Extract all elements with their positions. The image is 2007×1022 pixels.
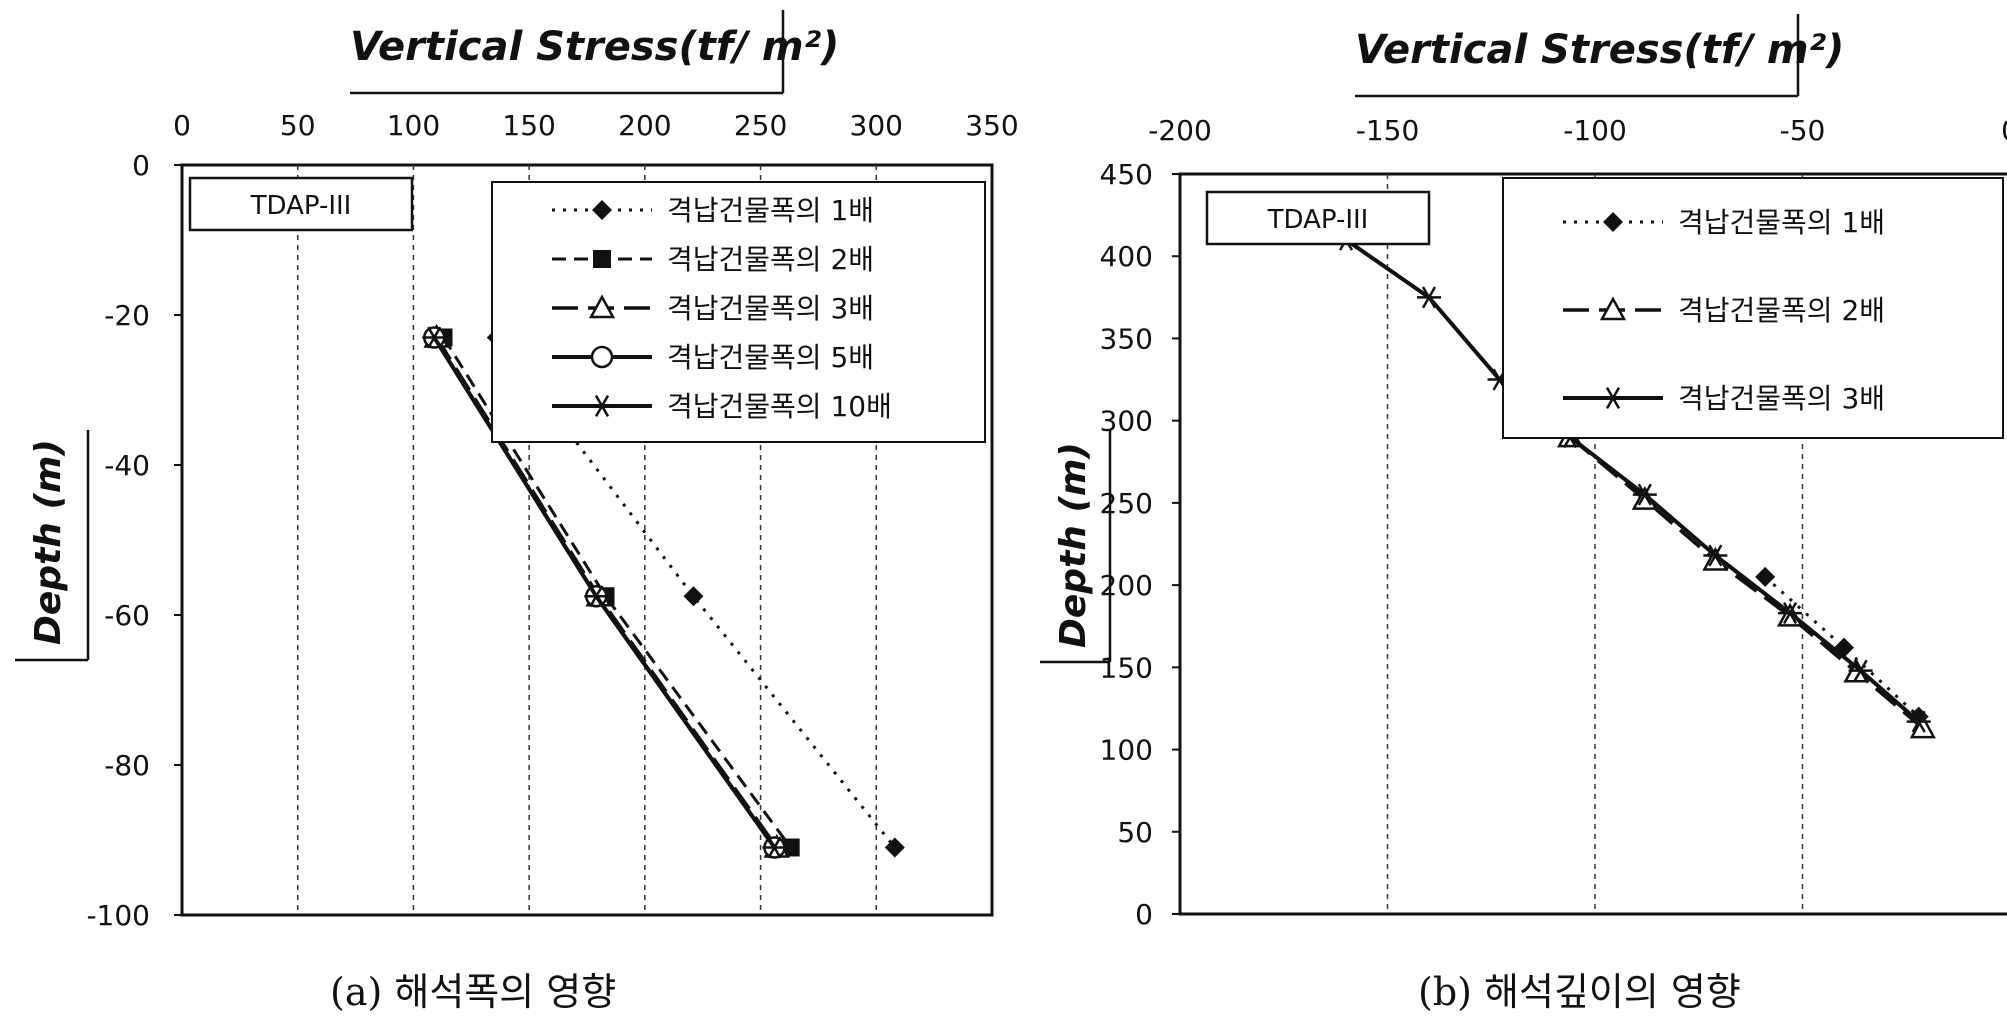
legend-label-2: 격납건물폭의 2배 xyxy=(667,243,874,276)
y-tick-label: 150 xyxy=(1100,651,1153,684)
chart-panel-a: Vertical Stress(tf/ m²) 0 50 100 150 200 250 3… xyxy=(15,10,1019,1014)
legend-label-1: 격납건물폭의 1배 xyxy=(667,194,874,227)
y-tick-label: 0 xyxy=(1135,898,1153,931)
legend-label-4: 격납건물폭의 5배 xyxy=(667,341,874,374)
x-tick-label: 0 xyxy=(2001,114,2007,147)
y-tick-label: -100 xyxy=(86,899,150,932)
chart-a-x-tick-labels: 0 50 100 150 200 250 300 350 xyxy=(173,109,1019,142)
series-line-1 xyxy=(495,336,896,849)
series-1-point xyxy=(1755,566,1776,587)
chart-a-caption: (a) 해석폭의 영향 xyxy=(330,970,616,1014)
x-tick-label: 250 xyxy=(734,109,787,142)
legend-marker-2 xyxy=(1599,296,1627,321)
y-tick-label: 400 xyxy=(1100,240,1153,273)
series-3-point xyxy=(1778,602,1803,625)
series-1-point xyxy=(884,837,905,858)
chart-a-ylabel-group: Depth (m) xyxy=(15,430,90,662)
series-3-point xyxy=(1703,544,1728,567)
x-tick-label: -50 xyxy=(1780,114,1826,147)
chart-a-ylabel: Depth (m) xyxy=(28,439,69,645)
chart-b-title-box: Vertical Stress(tf/ m²) xyxy=(1355,14,1844,98)
chart-b-caption: (b) 해석깊이의 영향 xyxy=(1418,970,1741,1014)
y-tick-label: -40 xyxy=(104,449,150,482)
series-5-point xyxy=(762,836,787,859)
x-tick-label: -150 xyxy=(1356,114,1420,147)
chart-b-title: Vertical Stress(tf/ m²) xyxy=(1355,27,1844,73)
chart-a-title: Vertical Stress(tf/ m²) xyxy=(350,24,839,70)
series-3-point xyxy=(1906,710,1931,733)
legend-label-3: 격납건물폭의 3배 xyxy=(667,292,874,325)
legend-marker-2 xyxy=(593,250,611,268)
chart-b-ylabel: Depth (m) xyxy=(1053,442,1094,648)
chart-b-ylabel-group: Depth (m) xyxy=(1040,430,1112,664)
series-5-point xyxy=(422,326,447,349)
x-tick-label: -200 xyxy=(1148,114,1212,147)
y-tick-label: -80 xyxy=(104,749,150,782)
x-tick-label: -100 xyxy=(1563,114,1627,147)
x-tick-label: 0 xyxy=(173,109,191,142)
chart-a-y-tick-labels: 0 -20 -40 -60 -80 -100 xyxy=(86,149,182,932)
y-tick-label: 350 xyxy=(1100,322,1153,355)
chart-a-box-label-text: TDAP-III xyxy=(250,191,352,221)
chart-b-box-label-text: TDAP-III xyxy=(1267,205,1369,235)
legend-marker-3 xyxy=(1601,386,1625,410)
y-tick-label: 0 xyxy=(132,149,150,182)
chart-a-title-box: Vertical Stress(tf/ m²) xyxy=(350,10,839,95)
x-tick-label: 300 xyxy=(850,109,903,142)
legend-marker-5 xyxy=(590,394,614,418)
chart-b-box-label: TDAP-III xyxy=(1205,190,1431,246)
legend-label-5: 격납건물폭의 10배 xyxy=(667,390,892,423)
legend-marker-1 xyxy=(1603,212,1623,232)
series-3-point xyxy=(1848,659,1873,682)
chart-a-plot-area xyxy=(180,163,994,917)
series-3-point xyxy=(1632,483,1657,506)
legend-label-3: 격납건물폭의 3배 xyxy=(1678,382,1885,415)
x-tick-label: 100 xyxy=(387,109,440,142)
legend-marker-1 xyxy=(592,200,612,220)
legend-label-1: 격납건물폭의 1배 xyxy=(1678,206,1885,239)
y-tick-label: 100 xyxy=(1100,734,1153,767)
series-3-point xyxy=(1417,286,1441,309)
y-tick-label: -60 xyxy=(104,599,150,632)
y-tick-label: 450 xyxy=(1100,158,1153,191)
legend-marker-4 xyxy=(590,345,614,369)
y-tick-label: 200 xyxy=(1100,569,1153,602)
x-tick-label: 150 xyxy=(502,109,555,142)
series-line-1 xyxy=(1764,575,1920,718)
y-tick-label: -20 xyxy=(104,299,150,332)
chart-b-x-tick-labels: -200 -150 -100 -50 0 xyxy=(1148,114,2007,147)
y-tick-label: 250 xyxy=(1100,487,1153,520)
chart-a-box-label: TDAP-III xyxy=(188,176,414,232)
chart-b-y-tick-labels: 450 400 350 300 250 200 150 100 50 0 xyxy=(1100,158,1180,931)
legend-label-2: 격납건물폭의 2배 xyxy=(1678,294,1885,327)
chart-panel-b: Vertical Stress(tf/ m²) -200 -150 -100 -50 0… xyxy=(1040,14,2007,1014)
y-tick-label: 300 xyxy=(1100,405,1153,438)
x-tick-label: 50 xyxy=(280,109,316,142)
x-tick-label: 350 xyxy=(965,109,1018,142)
series-5-point xyxy=(584,585,609,608)
series-1-point xyxy=(683,586,704,607)
legend-marker-3 xyxy=(588,294,616,319)
series-line-2 xyxy=(1568,435,1924,730)
y-tick-label: 50 xyxy=(1117,816,1153,849)
x-tick-label: 200 xyxy=(618,109,671,142)
